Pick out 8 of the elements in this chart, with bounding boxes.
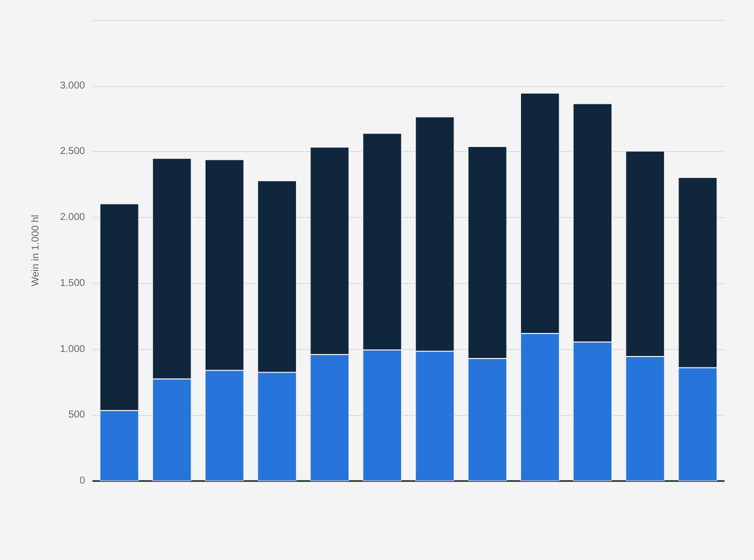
y-axis-title: Wein in 1.000 hl xyxy=(30,214,42,286)
y-tick-label: 2.500 xyxy=(60,146,86,158)
y-tick-label: 1.500 xyxy=(60,278,86,289)
y-tick-label: 0 xyxy=(79,476,86,486)
y-tick-label: 1.000 xyxy=(60,344,86,355)
y-tick-label: 500 xyxy=(68,410,86,421)
y-tick-label: 3.000 xyxy=(60,80,86,92)
y-tick-label: 2.000 xyxy=(60,212,86,224)
